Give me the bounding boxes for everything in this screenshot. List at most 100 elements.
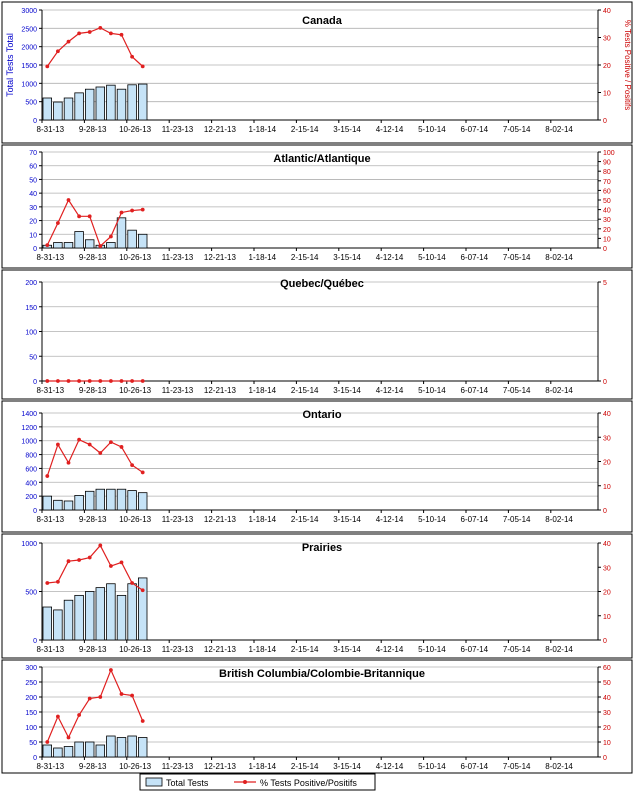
bar-total-tests: [63, 500, 74, 511]
bar-total-tests: [85, 88, 95, 121]
x-tick-label: 4-12-14: [376, 515, 404, 524]
point-percent-positive: [45, 474, 50, 478]
bar-total-tests: [95, 488, 106, 511]
y-tick-label: 0: [33, 508, 37, 515]
x-tick-label: 1-18-14: [249, 762, 277, 771]
bar-total-tests: [63, 97, 74, 121]
chart-title: Prairies: [302, 542, 342, 554]
y-tick-label: 1000: [21, 439, 37, 446]
point-percent-positive: [87, 214, 92, 219]
x-tick-label: 10-26-13: [119, 253, 152, 262]
bar-total-tests: [127, 490, 137, 511]
bar-total-tests: [106, 583, 116, 641]
bar-total-tests: [137, 233, 148, 249]
x-tick-label: 7-05-14: [503, 253, 531, 262]
y2-tick-label: 20: [603, 590, 611, 597]
chart-title: Quebec/Québec: [280, 278, 364, 290]
x-tick-label: 8-31-13: [37, 386, 65, 395]
chart-panel: 0 10 20 30 40 50 60 70 0 10 20 30 40 50 60 70 80 90 100 8-3…: [1, 144, 633, 269]
x-tick-label: 6-07-14: [461, 253, 489, 262]
chart-panel: 0 50 100 150 200 0 5 8-31-13 9-28-13 10-26-13 11-2…: [1, 269, 633, 400]
chart-panel: 0 200 400 600 800 1000 1200 1400 0 10 20 30 40 8-31-1…: [1, 400, 633, 533]
legend-bar-label: Total Tests: [166, 778, 209, 788]
line-percent-positive: [46, 668, 144, 743]
y2-tick-label: 60: [603, 665, 611, 672]
point-percent-positive: [56, 714, 60, 719]
point-percent-positive: [98, 25, 103, 30]
y-tick-label: 1000: [21, 81, 37, 88]
y-tick-label: 150: [25, 305, 37, 312]
x-tick-label: 8-31-13: [37, 253, 65, 262]
y2-tick-label: 0: [603, 508, 607, 515]
y2-tick-label: 20: [603, 227, 611, 234]
y2-tick-label: 80: [603, 169, 611, 176]
bar-total-tests: [53, 499, 63, 511]
x-tick-label: 5-10-14: [418, 515, 446, 524]
bar-total-tests: [53, 101, 63, 121]
y-tick-label: 150: [25, 710, 37, 717]
x-tick-label: 1-18-14: [249, 253, 277, 262]
x-tick-label: 8-31-13: [37, 125, 65, 134]
point-percent-positive: [45, 740, 50, 744]
point-percent-positive: [119, 379, 124, 383]
y2-tick-label: 10: [603, 484, 611, 491]
y-tick-label: 200: [25, 494, 37, 501]
bar-total-tests: [106, 488, 116, 511]
x-tick-label: 11-23-13: [162, 386, 194, 395]
legend-line-marker: [243, 780, 247, 784]
bar-total-tests: [63, 599, 74, 641]
x-tick-label: 10-26-13: [119, 645, 152, 654]
y-tick-label: 200: [25, 695, 37, 702]
y-tick-label: 3000: [21, 8, 37, 15]
point-percent-positive: [56, 579, 60, 584]
bar-total-tests: [85, 741, 95, 758]
y2-tick-label: 10: [603, 236, 611, 243]
point-percent-positive: [66, 559, 71, 564]
point-percent-positive: [77, 558, 81, 562]
chart-title: Canada: [302, 15, 343, 27]
y-tick-label: 20: [29, 219, 37, 226]
bar-total-tests: [127, 229, 137, 249]
x-tick-label: 1-18-14: [249, 515, 277, 524]
point-percent-positive: [140, 588, 145, 593]
x-tick-label: 4-12-14: [376, 386, 404, 395]
x-tick-label: 9-28-13: [79, 762, 107, 771]
point-percent-positive: [119, 32, 124, 37]
x-tick-label: 4-12-14: [376, 253, 404, 262]
y-tick-label: 1400: [21, 411, 37, 418]
y-tick-label: 0: [33, 638, 37, 645]
bar-total-tests: [137, 83, 148, 121]
point-percent-positive: [66, 735, 71, 740]
y-tick-label: 30: [29, 205, 37, 212]
bar-total-tests: [95, 587, 106, 641]
point-percent-positive: [66, 39, 71, 44]
x-tick-label: 10-26-13: [119, 515, 152, 524]
x-tick-label: 2-15-14: [291, 762, 319, 771]
point-percent-positive: [119, 210, 124, 215]
x-tick-label: 12-21-13: [204, 125, 237, 134]
bar-total-tests: [127, 735, 137, 758]
bar-total-tests: [106, 242, 116, 249]
bar-total-tests: [74, 594, 84, 641]
x-tick-label: 5-10-14: [418, 386, 446, 395]
point-percent-positive: [140, 379, 145, 383]
point-percent-positive: [130, 208, 135, 213]
x-tick-label: 5-10-14: [418, 762, 446, 771]
x-tick-label: 3-15-14: [333, 762, 361, 771]
x-tick-label: 4-12-14: [376, 762, 404, 771]
y-tick-label: 40: [29, 191, 37, 198]
y-tick-label: 400: [25, 480, 37, 487]
x-tick-label: 12-21-13: [204, 645, 237, 654]
point-percent-positive: [98, 543, 103, 548]
x-tick-label: 9-28-13: [79, 515, 107, 524]
bar-total-tests: [42, 495, 53, 511]
y2-tick-label: 40: [603, 208, 611, 215]
y-tick-label: 0: [33, 118, 37, 125]
bar-total-tests: [53, 747, 63, 758]
x-tick-label: 12-21-13: [204, 762, 237, 771]
x-tick-label: 2-15-14: [291, 253, 319, 262]
y2-tick-label: 10: [603, 91, 611, 98]
y-tick-label: 10: [29, 232, 37, 239]
y2-tick-label: 40: [603, 695, 611, 702]
y2-tick-label: 30: [603, 435, 611, 442]
